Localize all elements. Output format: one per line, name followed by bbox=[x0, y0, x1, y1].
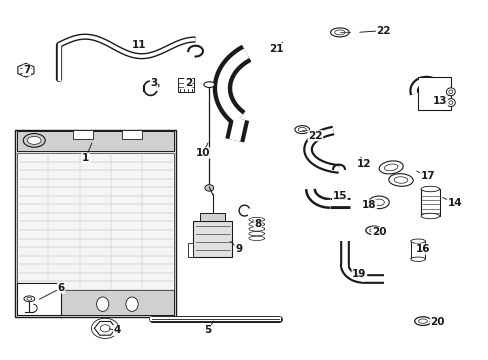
Ellipse shape bbox=[330, 28, 348, 37]
Text: 3: 3 bbox=[150, 78, 157, 88]
Ellipse shape bbox=[96, 297, 108, 311]
Ellipse shape bbox=[388, 174, 412, 186]
Ellipse shape bbox=[384, 164, 397, 171]
Bar bbox=[420, 189, 439, 216]
Ellipse shape bbox=[23, 290, 35, 304]
Text: 1: 1 bbox=[82, 153, 89, 163]
Text: 19: 19 bbox=[351, 269, 366, 279]
Bar bbox=[17, 153, 173, 290]
Ellipse shape bbox=[410, 257, 425, 261]
Polygon shape bbox=[39, 302, 49, 310]
Bar bbox=[15, 130, 176, 317]
Ellipse shape bbox=[298, 127, 305, 132]
Text: 5: 5 bbox=[204, 325, 211, 336]
Ellipse shape bbox=[410, 239, 425, 243]
Bar bbox=[417, 77, 450, 110]
Text: 18: 18 bbox=[361, 200, 376, 210]
Ellipse shape bbox=[126, 297, 138, 311]
Circle shape bbox=[204, 185, 213, 191]
Bar bbox=[193, 221, 232, 257]
Text: 10: 10 bbox=[195, 148, 210, 158]
Bar bbox=[410, 241, 425, 259]
Ellipse shape bbox=[446, 99, 454, 107]
Text: 21: 21 bbox=[268, 44, 283, 54]
Text: 16: 16 bbox=[415, 244, 429, 254]
Ellipse shape bbox=[203, 82, 214, 87]
Polygon shape bbox=[18, 63, 34, 77]
Bar bbox=[17, 283, 61, 315]
Text: 15: 15 bbox=[332, 191, 346, 201]
Text: 9: 9 bbox=[235, 244, 242, 254]
Text: 4: 4 bbox=[113, 325, 121, 336]
Text: 22: 22 bbox=[376, 26, 390, 36]
Bar bbox=[188, 243, 193, 257]
Ellipse shape bbox=[446, 88, 454, 96]
Text: 7: 7 bbox=[23, 65, 31, 75]
Ellipse shape bbox=[448, 90, 452, 94]
Ellipse shape bbox=[373, 199, 384, 206]
Bar bbox=[17, 283, 61, 315]
Bar bbox=[17, 131, 173, 151]
Text: 2: 2 bbox=[184, 78, 191, 88]
Text: 6: 6 bbox=[58, 283, 64, 293]
Ellipse shape bbox=[365, 226, 382, 235]
Text: 8: 8 bbox=[254, 219, 261, 229]
Text: 12: 12 bbox=[356, 159, 371, 169]
Ellipse shape bbox=[27, 136, 41, 144]
Text: 22: 22 bbox=[307, 131, 322, 141]
Ellipse shape bbox=[393, 177, 407, 183]
Text: 20: 20 bbox=[429, 317, 444, 327]
Ellipse shape bbox=[334, 30, 344, 35]
Ellipse shape bbox=[414, 317, 430, 325]
Text: 14: 14 bbox=[447, 198, 461, 208]
Ellipse shape bbox=[27, 297, 32, 300]
Text: 17: 17 bbox=[420, 171, 434, 181]
Text: 20: 20 bbox=[371, 227, 386, 237]
Ellipse shape bbox=[24, 296, 35, 302]
Text: 11: 11 bbox=[132, 40, 146, 50]
Ellipse shape bbox=[448, 101, 452, 104]
Bar bbox=[178, 78, 194, 92]
Ellipse shape bbox=[378, 161, 403, 174]
Bar bbox=[73, 130, 93, 139]
Bar bbox=[17, 290, 173, 315]
Ellipse shape bbox=[294, 126, 309, 134]
Circle shape bbox=[100, 325, 110, 332]
Ellipse shape bbox=[369, 228, 378, 233]
Bar bbox=[122, 130, 142, 139]
Ellipse shape bbox=[368, 196, 388, 209]
Ellipse shape bbox=[420, 213, 439, 219]
Text: 13: 13 bbox=[432, 96, 447, 106]
Polygon shape bbox=[94, 321, 116, 335]
Ellipse shape bbox=[420, 186, 439, 192]
Ellipse shape bbox=[418, 319, 427, 323]
Ellipse shape bbox=[23, 134, 45, 147]
Bar bbox=[200, 213, 224, 221]
